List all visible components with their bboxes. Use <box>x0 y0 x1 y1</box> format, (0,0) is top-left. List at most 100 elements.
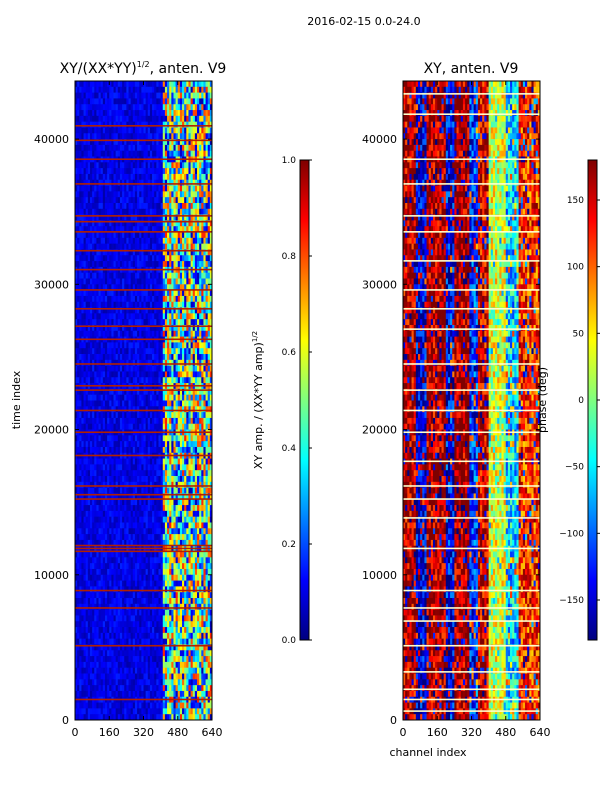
heatmap-cell <box>154 319 157 326</box>
heatmap-cell <box>89 237 93 245</box>
heatmap-cell <box>169 423 172 430</box>
heatmap-cell <box>134 208 138 216</box>
heatmap-cell <box>139 104 142 111</box>
heatmap-cell <box>119 481 123 489</box>
heatmap-cell <box>79 226 82 233</box>
heatmap-cell <box>111 365 114 372</box>
heatmap-cell <box>96 278 99 285</box>
heatmap-cell <box>156 423 159 430</box>
heatmap-cell <box>98 272 102 279</box>
heatmap-cell <box>169 510 172 518</box>
heatmap-cell <box>119 319 123 326</box>
heatmap-cell <box>143 301 147 308</box>
heatmap-cell <box>89 400 93 407</box>
heatmap-cell <box>164 359 168 367</box>
heatmap-cell <box>160 144 164 152</box>
heatmap-cell <box>113 435 117 442</box>
heatmap-cell <box>107 412 110 419</box>
heatmap-cell <box>98 255 102 262</box>
heatmap-cell <box>94 388 97 396</box>
heatmap-cell <box>98 365 102 372</box>
heatmap-cell <box>197 139 200 146</box>
heatmap-cell <box>111 220 114 227</box>
heatmap-cell <box>158 104 162 111</box>
heatmap-cell <box>87 423 91 430</box>
heatmap-cell <box>132 464 136 471</box>
heatmap-cell <box>85 185 89 192</box>
heatmap-cell <box>94 510 97 518</box>
heatmap-cell <box>145 464 149 471</box>
heatmap-cell <box>173 197 177 204</box>
heatmap-cell <box>173 365 177 372</box>
heatmap-cell <box>179 121 183 128</box>
heatmap-cell <box>104 290 108 297</box>
heatmap-cell <box>158 115 162 123</box>
heatmap-cell <box>177 86 181 94</box>
heatmap-cell <box>92 284 95 291</box>
heatmap-cell <box>207 499 211 506</box>
heatmap-cell <box>160 423 164 430</box>
heatmap-cell <box>145 92 149 99</box>
heatmap-cell <box>162 243 166 250</box>
heatmap-cell <box>173 121 177 128</box>
heatmap-cell <box>177 179 181 186</box>
heatmap-cell <box>75 202 78 210</box>
heatmap-cell <box>143 261 147 268</box>
heatmap-cell <box>126 191 129 198</box>
heatmap-cell <box>113 232 117 239</box>
heatmap-cell <box>186 307 189 314</box>
heatmap-cell <box>137 499 140 506</box>
heatmap-cell <box>128 98 132 105</box>
heatmap-cell <box>119 295 123 303</box>
heatmap-cell <box>107 493 110 500</box>
heatmap-cell <box>81 185 84 192</box>
heatmap-cell <box>186 168 189 175</box>
heatmap-cell <box>141 208 144 216</box>
heatmap-cell <box>186 505 189 512</box>
heatmap-cell <box>137 220 140 227</box>
heatmap-cell <box>197 272 200 279</box>
heatmap-cell <box>124 214 127 221</box>
heatmap-cell <box>134 359 138 367</box>
heatmap-cell <box>111 458 114 465</box>
heatmap-cell <box>94 371 97 378</box>
heatmap-cell <box>207 476 211 483</box>
heatmap-cell <box>128 110 132 117</box>
heatmap-cell <box>111 92 114 99</box>
heatmap-cell <box>203 232 206 239</box>
heatmap-cell <box>173 179 177 186</box>
heatmap-cell <box>137 319 140 326</box>
heatmap-cell <box>145 226 149 233</box>
heatmap-cell <box>79 406 82 413</box>
heatmap-cell <box>107 185 110 192</box>
heatmap-cell <box>81 284 84 291</box>
heatmap-cell <box>169 354 172 361</box>
heatmap-cell <box>96 377 99 384</box>
heatmap-cell <box>92 92 95 99</box>
heatmap-cell <box>190 464 194 471</box>
heatmap-cell <box>98 342 102 349</box>
heatmap-cell <box>94 81 97 88</box>
heatmap-cell <box>115 144 119 152</box>
heatmap-cell <box>147 499 151 506</box>
heatmap-cell <box>141 388 144 396</box>
heatmap-cell <box>85 139 89 146</box>
heatmap-cell <box>141 348 144 355</box>
heatmap-cell <box>122 505 125 512</box>
heatmap-cell <box>169 528 172 535</box>
heatmap-cell <box>209 476 212 483</box>
heatmap-cell <box>139 133 142 140</box>
heatmap-cell <box>162 342 166 349</box>
heatmap-cell <box>199 261 202 268</box>
heatmap-cell <box>139 377 142 384</box>
heatmap-cell <box>130 139 134 146</box>
heatmap-cell <box>113 92 117 99</box>
heatmap-cell <box>122 377 125 384</box>
heatmap-cell <box>124 522 127 529</box>
heatmap-cell <box>92 365 95 372</box>
heatmap-cell <box>134 324 138 332</box>
heatmap-cell <box>100 249 104 256</box>
heatmap-cell <box>152 191 155 198</box>
heatmap-cell <box>162 394 166 401</box>
heatmap-cell <box>124 487 127 494</box>
